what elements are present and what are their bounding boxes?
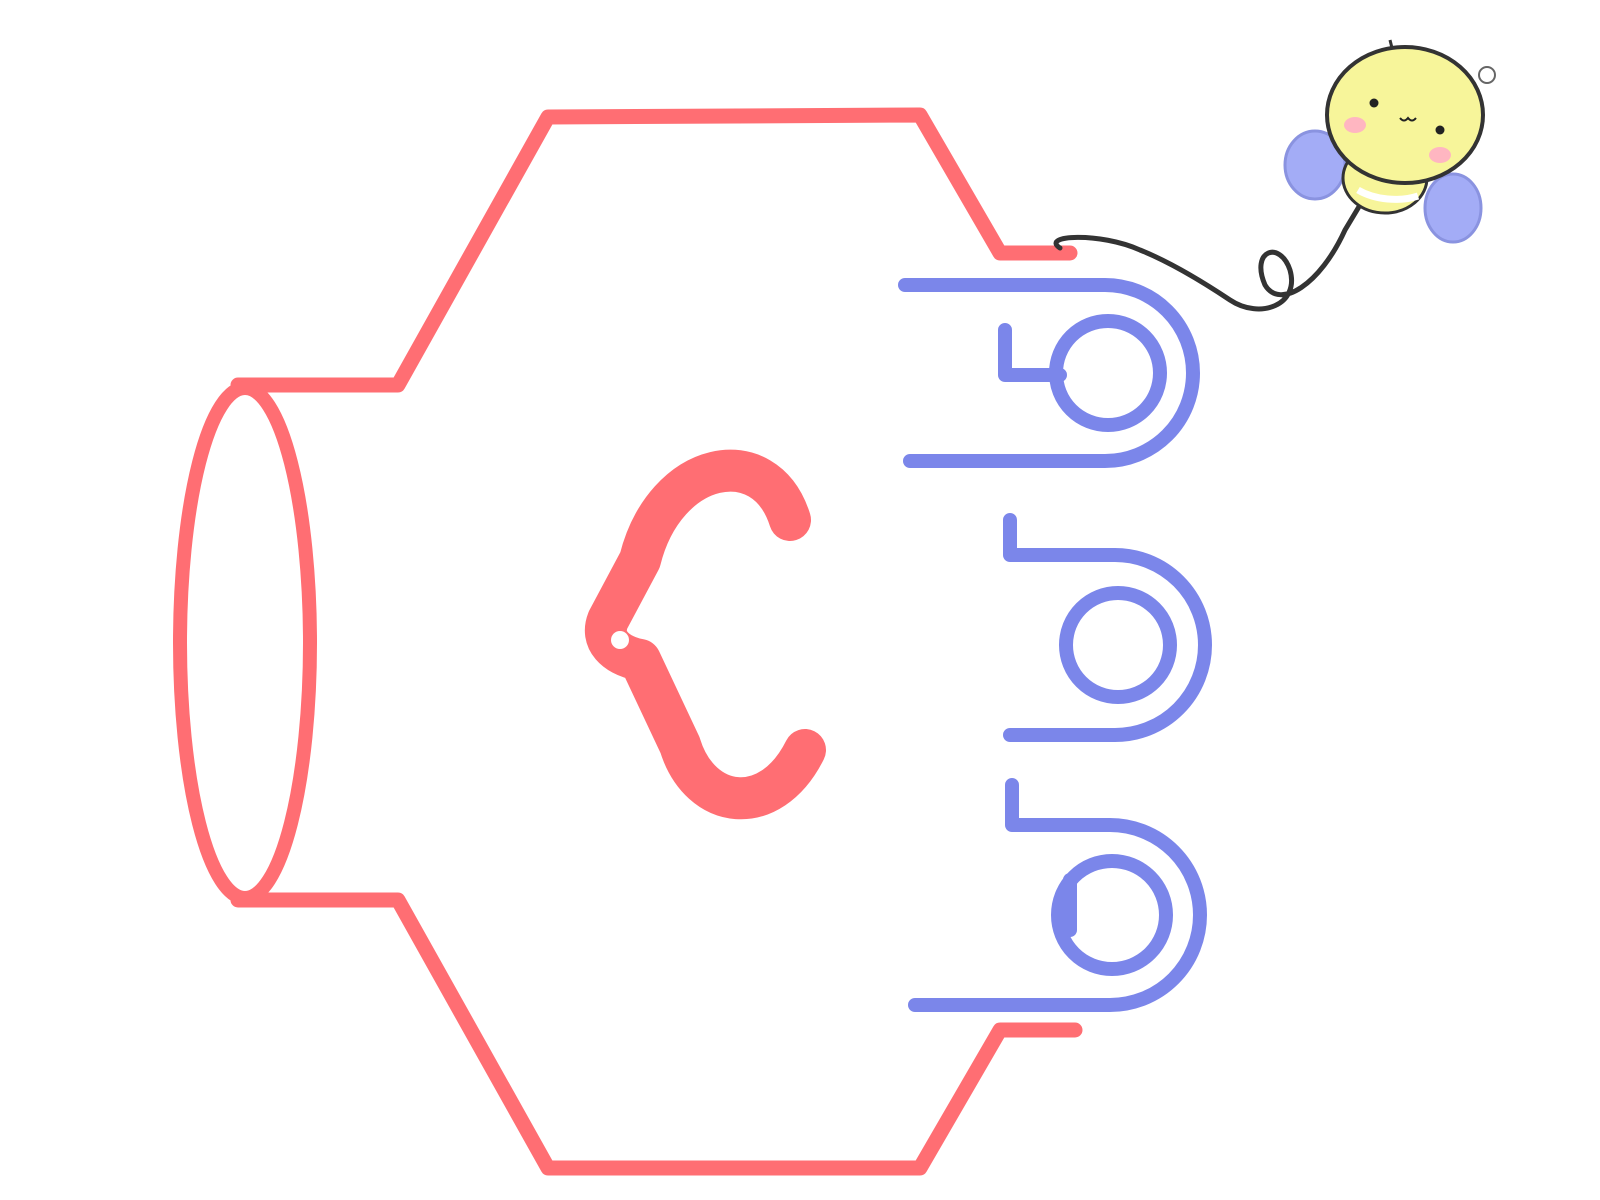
bee-eye-right [1435,125,1445,135]
housing-end-ellipse [173,381,317,905]
coil-loops [898,278,1212,1012]
coil-bottom [908,778,1207,1012]
bee-mascot-icon [1283,39,1496,244]
bee-cheek-left [1344,117,1366,133]
bee-head [1325,45,1485,185]
housing-outline-bottom [230,892,1083,1176]
housing-outline-top [230,107,1078,393]
coil-middle [1003,513,1212,742]
coil-top-stem [998,323,1067,382]
tether-string-icon [1053,202,1363,312]
bee-eye-left [1369,98,1379,108]
letter-c-icon [584,449,826,820]
bee-cheek-right [1429,147,1451,163]
coil-bottom-inner [1051,854,1173,976]
bee-wing-right [1423,172,1483,244]
coil-top-inner [1049,314,1167,432]
coil-top [898,278,1200,468]
housing-outline [173,107,1083,1176]
coil-middle-inner [1059,586,1177,704]
bee-mouth [1399,116,1417,122]
